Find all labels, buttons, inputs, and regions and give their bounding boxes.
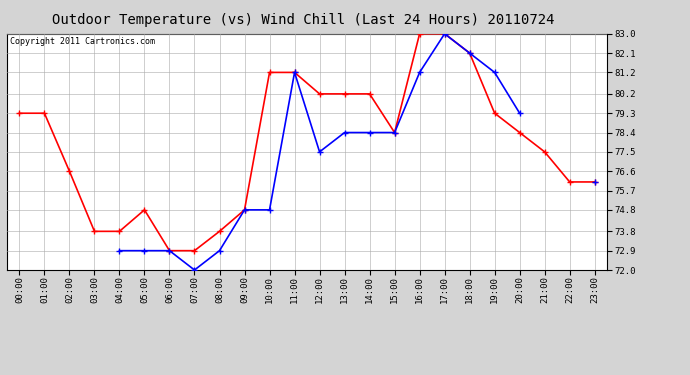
Text: Outdoor Temperature (vs) Wind Chill (Last 24 Hours) 20110724: Outdoor Temperature (vs) Wind Chill (Las… xyxy=(52,13,555,27)
Text: Copyright 2011 Cartronics.com: Copyright 2011 Cartronics.com xyxy=(10,37,155,46)
